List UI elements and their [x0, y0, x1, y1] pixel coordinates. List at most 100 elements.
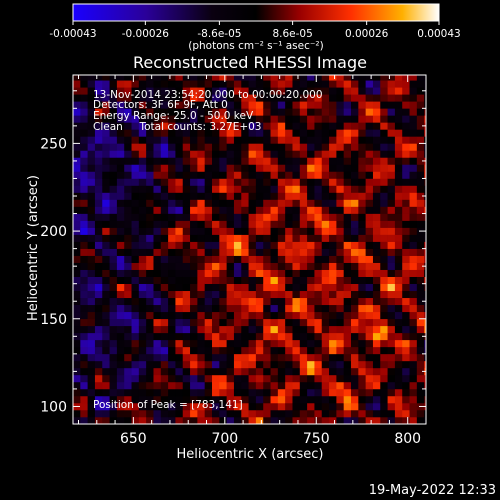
heatmap-cell [138, 241, 147, 249]
heatmap-cell [124, 318, 132, 327]
heatmap-cell [204, 164, 213, 172]
heatmap-cell [416, 94, 425, 102]
heatmap-cell [380, 290, 388, 299]
heatmap-cell [102, 353, 110, 362]
heatmap-cell [299, 199, 308, 207]
heatmap-cell [380, 416, 388, 424]
heatmap-cell [80, 346, 88, 355]
heatmap-cell [131, 220, 140, 228]
heatmap-cell [124, 339, 132, 348]
heatmap-cell [307, 199, 315, 207]
heatmap-cell [87, 75, 96, 81]
heatmap-cell [277, 332, 286, 341]
heatmap-cell [190, 143, 198, 151]
heatmap-cell [160, 325, 169, 334]
heatmap-cell [424, 199, 426, 207]
heatmap-cell [321, 241, 330, 249]
heatmap-cell [131, 283, 140, 292]
heatmap-cell [153, 227, 162, 235]
heatmap-cell [219, 185, 227, 193]
heatmap-cell [109, 269, 118, 277]
heatmap-cell [197, 416, 205, 424]
heatmap-cell [124, 283, 132, 292]
heatmap-cell [73, 75, 81, 81]
heatmap-cell [124, 255, 132, 263]
heatmap-cell [402, 143, 410, 151]
heatmap-cell [109, 234, 118, 242]
heatmap-cell [226, 199, 235, 207]
heatmap-cell [102, 311, 110, 320]
heatmap-cell [292, 213, 301, 221]
heatmap-cell [241, 339, 249, 348]
heatmap-cell [255, 255, 264, 263]
heatmap-cell [358, 213, 366, 221]
heatmap-cell [80, 101, 88, 109]
heatmap-cell [124, 143, 132, 151]
heatmap-cell [248, 192, 257, 200]
heatmap-cell [116, 311, 125, 320]
heatmap-cell [124, 101, 132, 109]
heatmap-cell [73, 339, 81, 348]
heatmap-cell [94, 332, 103, 341]
heatmap-cell [212, 220, 220, 228]
heatmap-cell [102, 227, 110, 235]
heatmap-cell [204, 157, 213, 165]
heatmap-cell [336, 311, 344, 320]
heatmap-cell [146, 346, 154, 355]
heatmap-cell [372, 367, 381, 376]
heatmap-cell [255, 192, 264, 200]
heatmap-cell [87, 311, 96, 320]
heatmap-cell [226, 360, 235, 369]
y-axis-label: Heliocentric Y (arcsec) [26, 175, 41, 321]
heatmap-cell [380, 171, 388, 179]
heatmap-cell [73, 353, 81, 362]
heatmap-cell [248, 143, 257, 151]
heatmap-cell [116, 269, 125, 277]
heatmap-cell [204, 290, 213, 299]
heatmap-cell [131, 178, 140, 186]
heatmap-cell [292, 332, 301, 341]
heatmap-cell [175, 136, 184, 144]
heatmap-cell [80, 129, 88, 137]
heatmap-cell [182, 185, 191, 193]
heatmap-cell [351, 164, 359, 172]
heatmap-cell [336, 360, 344, 369]
heatmap-cell [241, 332, 249, 341]
heatmap-cell [219, 304, 227, 313]
heatmap-cell [102, 199, 110, 207]
heatmap-cell [365, 234, 374, 242]
heatmap-cell [73, 248, 81, 256]
heatmap-cell [409, 388, 418, 397]
heatmap-cell [94, 248, 103, 256]
heatmap-cell [409, 241, 418, 249]
heatmap-cell [299, 325, 308, 334]
heatmap-cell [233, 115, 242, 123]
heatmap-cell [73, 171, 81, 179]
heatmap-cell [277, 150, 286, 158]
heatmap-cell [329, 325, 337, 334]
heatmap-cell [233, 227, 242, 235]
heatmap-cell [80, 192, 88, 200]
heatmap-cell [190, 255, 198, 263]
heatmap-cell [80, 108, 88, 116]
heatmap-cell [226, 213, 235, 221]
heatmap-cell [321, 192, 330, 200]
heatmap-cell [329, 297, 337, 306]
heatmap-cell [182, 381, 191, 390]
heatmap-cell [168, 185, 176, 193]
heatmap-cell [182, 164, 191, 172]
heatmap-cell [248, 220, 257, 228]
heatmap-cell [409, 164, 418, 172]
heatmap-cell [204, 234, 213, 242]
heatmap-cell [336, 304, 344, 313]
heatmap-cell [277, 178, 286, 186]
heatmap-cell [87, 325, 96, 334]
heatmap-cell [219, 150, 227, 158]
heatmap-cell [402, 276, 410, 284]
heatmap-cell [277, 290, 286, 299]
heatmap-cell [241, 241, 249, 249]
heatmap-cell [307, 255, 315, 263]
heatmap-cell [358, 381, 366, 390]
heatmap-cell [241, 388, 249, 397]
heatmap-cell [116, 136, 125, 144]
